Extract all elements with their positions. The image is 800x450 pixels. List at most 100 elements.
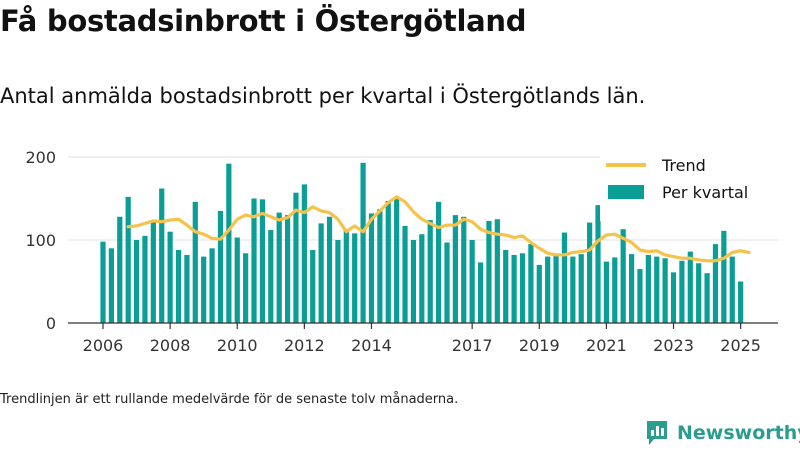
bar: [385, 200, 391, 323]
bar: [712, 244, 719, 323]
y-tick-label: 0: [46, 314, 56, 333]
bar: [729, 256, 735, 323]
y-tick-label: 200: [25, 148, 56, 167]
bar: [704, 273, 710, 323]
x-tick-label: 2012: [284, 336, 325, 355]
bar: [436, 201, 442, 323]
bar: [201, 256, 207, 323]
bar-line-chart: 2006 2008 2010 2012 2014 2017 2019 2021 2023 2025…: [25, 148, 780, 355]
bar: [310, 249, 316, 323]
bar: [738, 281, 744, 323]
trend-line: [126, 195, 751, 263]
bar: [234, 237, 240, 323]
bar: [293, 192, 299, 323]
bar: [452, 215, 458, 323]
x-tick-label: 2017: [452, 336, 493, 355]
brand-logo: Newsworthy: [645, 420, 800, 446]
bar: [536, 264, 542, 323]
bar: [603, 261, 609, 323]
chart-title: Få bostadsinbrott i Östergötland: [0, 4, 527, 38]
bar: [159, 188, 165, 323]
bar: [284, 215, 291, 323]
bar: [612, 257, 618, 323]
bar: [184, 254, 190, 323]
x-tick-label: 2008: [150, 336, 191, 355]
legend-trend-label: Trend: [661, 156, 706, 175]
bar: [276, 212, 282, 323]
bar: [175, 249, 182, 323]
bar: [561, 232, 568, 323]
bar: [125, 196, 131, 323]
bar: [545, 256, 551, 323]
x-tick-label: 2025: [720, 336, 761, 355]
bar: [578, 254, 584, 323]
bar: [419, 234, 425, 323]
bar: [461, 216, 467, 323]
bar: [444, 242, 450, 323]
bar: [226, 163, 232, 323]
bar: [519, 253, 526, 323]
bar: [662, 258, 668, 323]
x-tick-label: 2014: [351, 336, 392, 355]
footnote: Trendlinjen är ett rullande medelvärde f…: [0, 392, 459, 407]
bar: [259, 199, 266, 323]
chart-legend: Trend Per kvartal: [600, 153, 780, 221]
x-tick-label: 2023: [653, 336, 694, 355]
bar: [494, 219, 500, 323]
bar: [511, 254, 517, 323]
y-tick-label: 100: [25, 231, 56, 250]
bar: [679, 260, 685, 323]
bar: [654, 256, 660, 323]
bar: [402, 225, 408, 323]
bar: [243, 253, 249, 323]
y-axis-labels: 0 100 200: [25, 148, 56, 333]
bar: [368, 213, 375, 323]
bar: [142, 235, 148, 323]
bar: [108, 248, 114, 323]
bar: [192, 201, 198, 323]
bar: [687, 251, 693, 323]
bar: [427, 220, 433, 323]
bar: [301, 184, 307, 323]
bar: [377, 209, 383, 323]
bar: [477, 262, 484, 323]
bar: [553, 254, 559, 323]
bar: [628, 254, 635, 323]
bar: [469, 240, 475, 323]
bar: [352, 233, 358, 323]
x-tick-label: 2019: [519, 336, 560, 355]
bar: [133, 240, 140, 323]
trend-line-series: [126, 195, 751, 263]
bar: [570, 256, 576, 323]
bar: [150, 220, 156, 323]
bar: [595, 205, 601, 323]
bar: [587, 222, 593, 323]
legend-per-kvartal-swatch: [608, 185, 644, 199]
chart-subtitle: Antal anmälda bostadsinbrott per kvartal…: [0, 84, 646, 108]
bar: [343, 229, 349, 323]
bar: [670, 272, 677, 323]
bar: [117, 216, 123, 323]
bar: [100, 241, 106, 323]
bar: [528, 244, 534, 323]
bar: [326, 216, 333, 323]
bar: [167, 231, 173, 323]
bar: [721, 230, 727, 323]
bar: [645, 254, 651, 323]
bar: [251, 198, 257, 323]
bar: [410, 240, 417, 323]
bar: [620, 229, 626, 323]
bar: [209, 248, 215, 323]
bar: [696, 263, 702, 323]
bar: [637, 269, 643, 323]
bar: [394, 196, 400, 323]
bar: [486, 220, 492, 323]
brand-name: Newsworthy: [677, 422, 800, 444]
bar-series-per-kvartal: [100, 162, 744, 323]
legend-per-kvartal-label: Per kvartal: [662, 183, 748, 202]
bar: [318, 223, 324, 323]
newsworthy-logo-icon: [647, 421, 667, 445]
bar: [217, 210, 224, 323]
bar: [503, 249, 509, 323]
bar: [360, 162, 366, 323]
